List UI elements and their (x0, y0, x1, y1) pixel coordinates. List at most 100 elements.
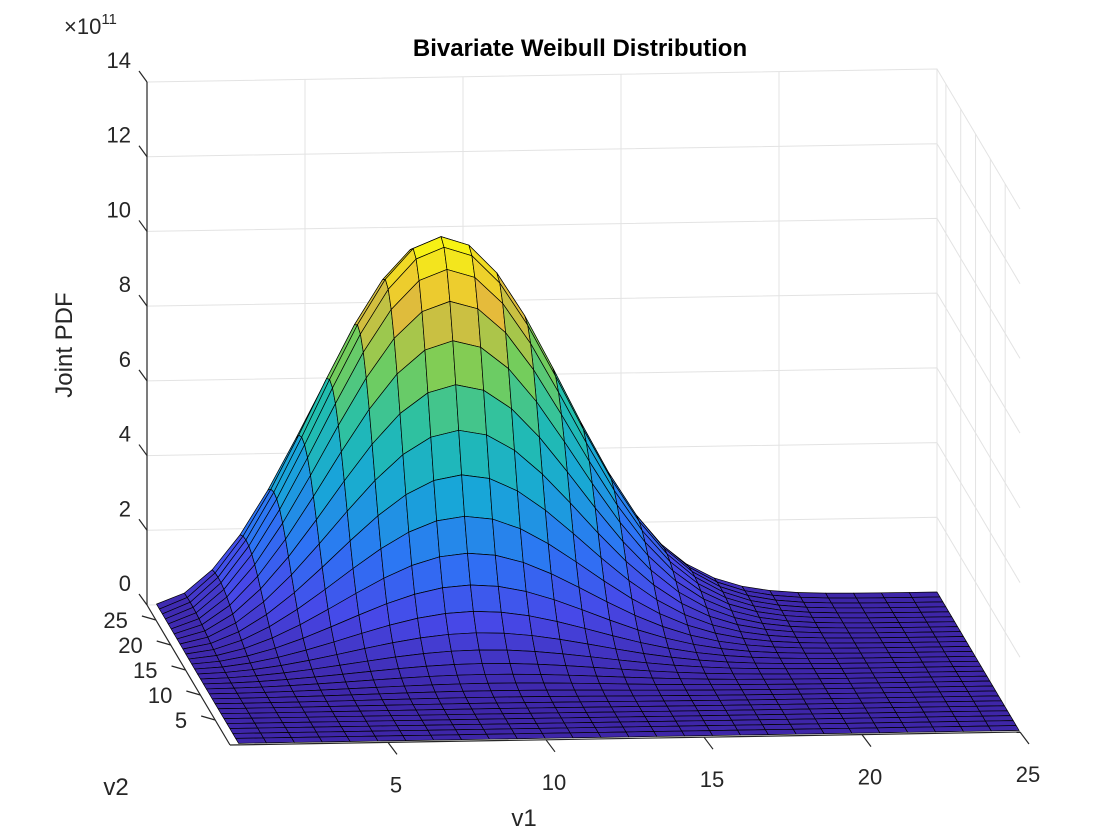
surface-patch (453, 663, 486, 676)
surface-patch (445, 611, 477, 635)
v2-tick-mark (201, 715, 216, 721)
surface-patch (534, 651, 567, 666)
surface-patch (858, 697, 891, 704)
surface-patch (360, 710, 392, 717)
z-tick-mark (138, 70, 148, 83)
surface-patch (719, 699, 751, 706)
surface-patch (691, 699, 724, 707)
surface-patch (641, 710, 674, 717)
surface-patch (459, 682, 492, 692)
surface-patch (427, 384, 460, 438)
surface-patch (879, 637, 911, 644)
surface-patch (273, 706, 305, 714)
surface-patch (902, 676, 935, 683)
surface-patch (709, 729, 741, 736)
surface-patch (961, 680, 994, 687)
v1-tick-label: 5 (390, 772, 402, 797)
surface-patch (949, 660, 982, 668)
y-axis-label: v2 (103, 774, 128, 801)
surface-patch (426, 664, 458, 677)
surface-patch (831, 602, 863, 609)
surface-patch (616, 716, 649, 723)
surface-patch (880, 687, 913, 694)
v1-tick-label: 20 (858, 765, 882, 790)
surface-patch (779, 657, 812, 664)
surface-patch (211, 697, 244, 705)
surface-patch (867, 617, 900, 624)
surface-patch (803, 698, 835, 705)
surface-patch (797, 688, 829, 695)
surface-patch (741, 689, 773, 696)
surface-patch (418, 714, 451, 721)
surface-patch (914, 696, 947, 703)
surface-patch (474, 713, 506, 720)
surface-patch (926, 621, 958, 628)
surface-patch (876, 632, 908, 639)
z-tick-label: 10 (107, 197, 131, 222)
surface-patch (927, 671, 960, 678)
surface-patch (396, 724, 429, 732)
surface-patch (924, 666, 957, 673)
surface-patch (935, 636, 967, 643)
surface-patch (861, 607, 894, 614)
surface-patch (496, 702, 528, 709)
surface-patch (822, 682, 854, 690)
v1-tick-label: 25 (1016, 762, 1040, 787)
z-tick-label: 14 (107, 48, 131, 73)
surface-patch (279, 716, 311, 723)
surface-patch (607, 700, 640, 708)
surface-patch (888, 651, 920, 658)
v2-tick-label: 20 (118, 633, 142, 658)
surface-patch (876, 727, 908, 734)
surface-patch (443, 708, 476, 716)
surface-patch (483, 728, 515, 735)
surface-patch (470, 584, 502, 613)
surface-patch (450, 649, 483, 665)
z-tick-mark (138, 220, 148, 232)
surface-patch (675, 720, 707, 727)
surface-patch (804, 652, 837, 659)
surface-patch (784, 713, 816, 720)
surface-patch (599, 683, 631, 691)
surface-patch (421, 719, 454, 726)
z-tick-mark (138, 145, 148, 158)
surface-patch (710, 684, 743, 691)
surface-patch (885, 646, 917, 654)
surface-patch (605, 695, 637, 702)
surface-patch (555, 706, 587, 714)
surface-patch (929, 626, 961, 633)
surface-patch (490, 689, 523, 698)
surface-patch (952, 665, 985, 672)
surface-patch (872, 672, 904, 679)
surface-patch (763, 678, 796, 685)
surface-patch (574, 689, 606, 697)
surface-patch (540, 674, 572, 684)
surface-patch (214, 702, 247, 710)
surface-patch (310, 721, 342, 728)
v1-tick-label: 10 (542, 770, 566, 795)
surface-patch (951, 710, 983, 717)
surface-patch (851, 637, 884, 644)
surface-patch (836, 707, 869, 714)
surface-patch (864, 612, 897, 619)
surface-patch (930, 676, 963, 683)
surface-patch (883, 597, 916, 604)
surface-patch (882, 641, 914, 649)
surface-patch (842, 622, 875, 629)
surface-patch (449, 301, 482, 348)
surface-patch (835, 657, 867, 664)
surface-patch (813, 668, 845, 675)
surface-patch (932, 726, 964, 733)
surface-patch (420, 634, 452, 654)
surface-patch (596, 675, 628, 685)
surface-patch (588, 716, 621, 723)
surface-patch (257, 727, 289, 734)
surface-patch (957, 720, 989, 727)
surface-patch (914, 601, 947, 608)
surface-patch (895, 616, 928, 623)
surface-patch (338, 720, 370, 727)
surface-patch (728, 714, 760, 721)
surface-patch (948, 705, 980, 712)
surface-patch (792, 728, 825, 735)
surface-patch (737, 729, 769, 736)
